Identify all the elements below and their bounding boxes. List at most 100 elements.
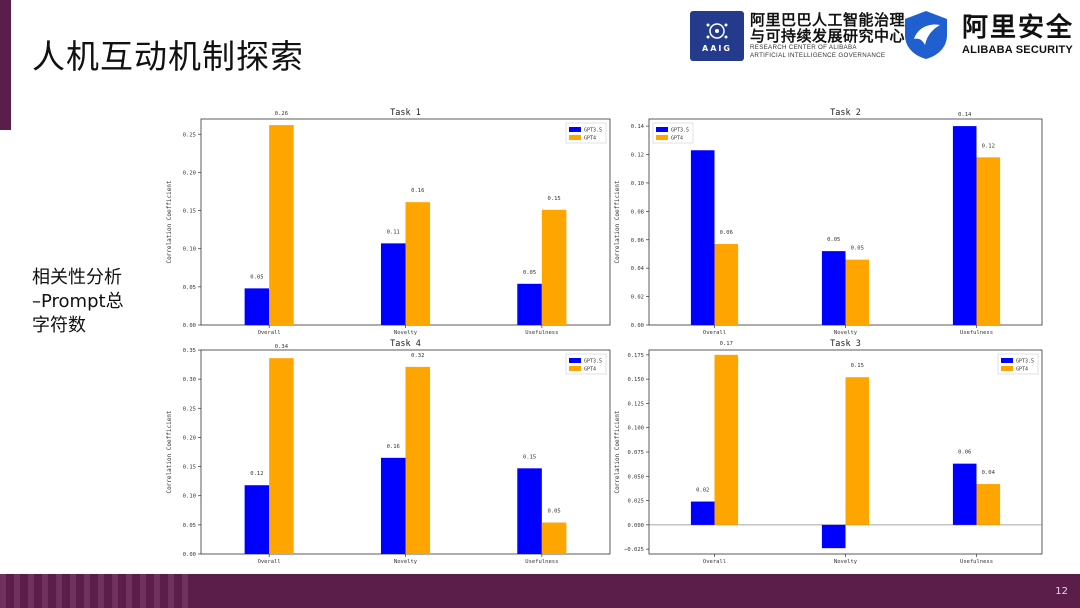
data-label: 0.26	[275, 111, 288, 117]
aaig-en-line2: ARTIFICIAL INTELLIGENCE GOVERNANCE	[750, 52, 886, 59]
legend-label: GPT4	[584, 367, 596, 373]
bar-gpt4-overall	[269, 125, 294, 326]
data-label: 0.15	[523, 454, 536, 460]
bar-gpt4-novelty	[845, 377, 870, 525]
bar-gpt35-usefulness	[517, 468, 542, 554]
y-tick-label: 0.25	[183, 406, 196, 412]
y-tick-label: 0.08	[631, 209, 644, 215]
y-axis-label: Correlation Coefficient	[614, 180, 621, 263]
x-tick-label: Usefulness	[525, 330, 558, 336]
x-tick-label: Overall	[258, 330, 281, 336]
y-tick-label: −0.025	[624, 547, 644, 553]
y-tick-label: 0.02	[631, 295, 644, 301]
bar-gpt35-novelty	[821, 524, 846, 549]
chart-title: Task 1	[390, 108, 421, 118]
y-tick-label: 0.00	[183, 552, 196, 558]
bar-gpt35-novelty	[380, 243, 406, 325]
data-label: 0.11	[387, 229, 400, 235]
y-tick-label: 0.20	[183, 170, 196, 176]
y-tick-label: 0.050	[627, 474, 644, 480]
data-label: 0.15	[851, 363, 864, 369]
bar-gpt4-novelty	[845, 259, 870, 325]
data-label: 0.12	[250, 471, 263, 477]
side-label: 相关性分析 –Prompt总 字符数	[32, 266, 172, 338]
page-number: 12	[1055, 586, 1068, 597]
legend-label: GPT3.5	[584, 359, 602, 365]
legend-label: GPT3.5	[1016, 359, 1034, 365]
data-label: 0.05	[523, 270, 536, 276]
aaig-en-line1: RESEARCH CENTER OF ALIBABA	[750, 44, 857, 51]
y-tick-label: 0.175	[627, 353, 644, 359]
bar-gpt4-usefulness	[541, 522, 567, 554]
chart-title: Task 2	[830, 108, 861, 118]
bar-gpt4-overall	[714, 244, 739, 325]
left-accent-bar	[0, 0, 11, 130]
x-tick-label: Usefulness	[525, 559, 558, 565]
data-label: 0.06	[958, 450, 971, 456]
shield-icon	[905, 11, 947, 59]
y-tick-label: 0.10	[183, 494, 196, 500]
data-label: 0.34	[275, 344, 289, 350]
data-label: 0.05	[547, 509, 560, 515]
bar-gpt35-usefulness	[517, 283, 542, 325]
bar-gpt35-novelty	[380, 457, 406, 554]
legend-swatch	[656, 135, 668, 140]
y-tick-label: 0.15	[183, 209, 196, 215]
data-label: 0.14	[958, 112, 972, 118]
legend-label: GPT4	[584, 136, 596, 142]
data-label: 0.05	[851, 246, 864, 252]
y-tick-label: 0.00	[183, 323, 196, 329]
legend-swatch	[1001, 366, 1013, 371]
bar-gpt4-usefulness	[976, 157, 1001, 325]
aaig-text-block: 阿里巴巴人工智能治理 与可持续发展研究中心 RESEARCH CENTER OF…	[750, 12, 905, 60]
legend-swatch	[569, 358, 581, 363]
y-tick-label: 0.075	[627, 450, 644, 456]
bar-gpt4-overall	[714, 354, 739, 525]
side-label-line-2: –Prompt总	[32, 291, 124, 312]
data-label: 0.15	[547, 196, 560, 202]
bar-gpt35-usefulness	[952, 463, 977, 525]
data-label: 0.17	[720, 341, 733, 347]
x-tick-label: Overall	[703, 330, 726, 336]
bar-gpt35-overall	[244, 288, 270, 325]
bar-gpt4-overall	[269, 358, 294, 554]
x-tick-label: Usefulness	[960, 559, 993, 565]
alibaba-security-logo: 阿里安全 ALIBABA SECURITY	[900, 9, 1074, 61]
y-tick-label: 0.30	[183, 377, 196, 383]
legend-swatch	[569, 135, 581, 140]
footer-texture	[0, 574, 195, 608]
x-tick-label: Novelty	[834, 559, 858, 565]
bar-gpt35-usefulness	[952, 126, 977, 325]
x-tick-label: Novelty	[834, 330, 858, 336]
x-tick-label: Novelty	[394, 330, 418, 336]
data-label: 0.05	[250, 274, 263, 280]
x-tick-label: Overall	[258, 559, 281, 565]
alibaba-security-cn: 阿里安全	[962, 13, 1075, 43]
data-label: 0.02	[696, 488, 709, 494]
data-label: 0.16	[411, 188, 424, 194]
legend-label: GPT3.5	[671, 128, 689, 134]
bar-gpt4-usefulness	[541, 209, 567, 325]
legend-label: GPT3.5	[584, 128, 602, 134]
aaig-cn-line2: 与可持续发展研究中心	[750, 27, 906, 45]
y-tick-label: 0.05	[183, 523, 196, 529]
legend-label: GPT4	[1016, 367, 1028, 373]
legend-swatch	[569, 366, 581, 371]
y-tick-label: 0.000	[627, 523, 644, 529]
x-tick-label: Novelty	[394, 559, 418, 565]
aaig-badge: AAIG	[690, 11, 744, 61]
y-tick-label: 0.150	[627, 377, 644, 383]
data-label: 0.16	[387, 444, 400, 450]
y-axis-label: Correlation Coefficient	[166, 180, 173, 263]
x-tick-label: Overall	[703, 559, 726, 565]
legend-swatch	[569, 127, 581, 132]
bar-gpt4-novelty	[405, 202, 431, 325]
y-tick-label: 0.06	[631, 238, 644, 244]
legend-swatch	[656, 127, 668, 132]
aaig-logo: AAIG 阿里巴巴人工智能治理 与可持续发展研究中心 RESEARCH CENT…	[690, 11, 905, 61]
y-tick-label: 0.12	[631, 153, 644, 159]
bar-gpt4-novelty	[405, 366, 431, 554]
aaig-cn-line1: 阿里巴巴人工智能治理	[750, 11, 906, 29]
aaig-dots-icon	[706, 22, 728, 39]
